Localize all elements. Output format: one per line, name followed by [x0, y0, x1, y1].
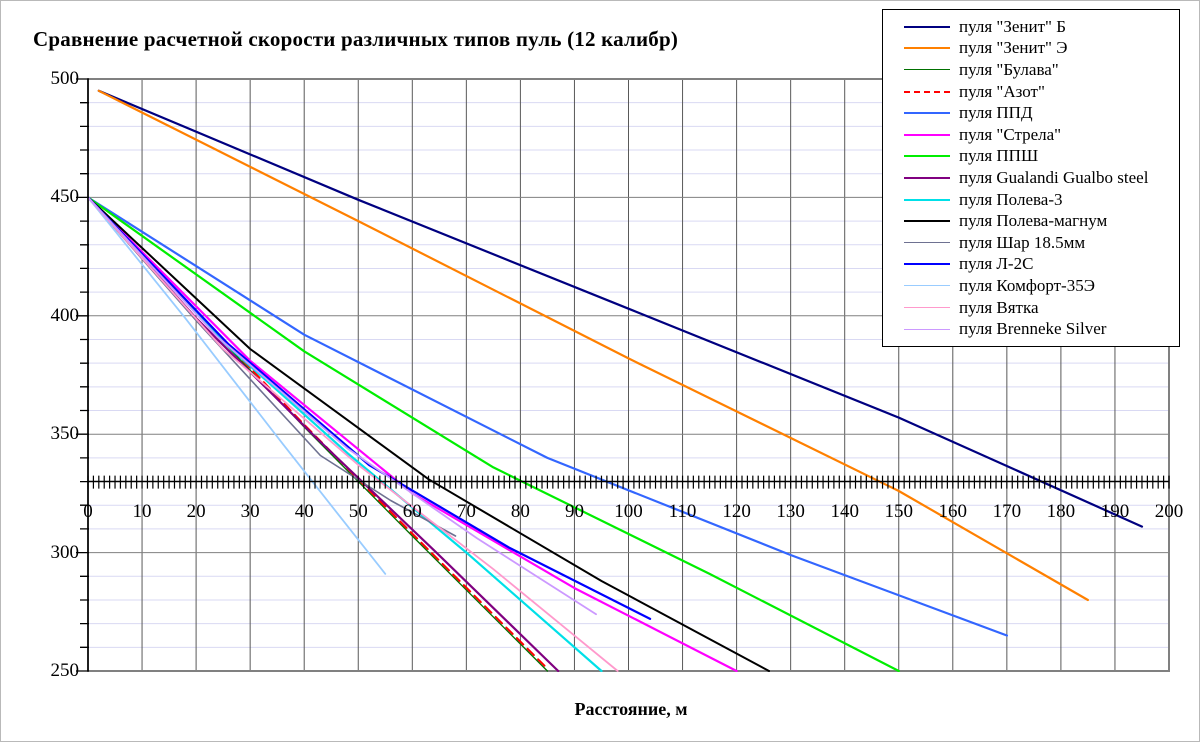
legend-line-swatch [904, 155, 950, 158]
legend-line-swatch [904, 328, 950, 330]
legend-label: пуля Шар 18.5мм [959, 232, 1086, 252]
series-line [87, 196, 597, 616]
series-line [87, 196, 619, 672]
x-tick-label: 200 [1154, 500, 1184, 522]
legend-label: пуля "Булава" [959, 59, 1059, 79]
y-tick-label: 250 [50, 660, 80, 681]
legend-label: пуля Полева-магнум [959, 211, 1108, 231]
legend-item: пуля Шар 18.5мм [883, 232, 1175, 253]
y-tick-label: 500 [50, 68, 80, 89]
legend-line-swatch [904, 307, 950, 309]
legend-label: пуля Комфорт-35Э [959, 275, 1095, 295]
x-tick-label: 100 [614, 500, 643, 522]
x-tick-label: 20 [186, 500, 206, 522]
legend-item: пуля Л-2С [883, 254, 1175, 275]
legend-label: пуля Л-2С [959, 254, 1034, 274]
y-axis-ticks [76, 78, 89, 672]
legend-item: пуля Gualandi Gualbo steel [883, 167, 1175, 188]
legend-label: пуля ППД [959, 103, 1033, 123]
series-line [97, 89, 1144, 528]
legend-item: пуля "Азот" [883, 81, 1175, 102]
y-tick-label: 400 [50, 304, 80, 326]
legend-item: пуля "Зенит" Б [883, 16, 1175, 37]
legend-item: пуля "Стрела" [883, 124, 1175, 145]
legend-line-swatch [904, 25, 950, 28]
chart-title: Сравнение расчетной скорости различных т… [33, 27, 679, 51]
x-axis-title: Расстояние, м [574, 699, 688, 719]
series-line [86, 196, 1008, 637]
legend-line-swatch [904, 69, 950, 71]
legend-item: пуля Вятка [883, 297, 1175, 318]
legend-item: пуля Полева-3 [883, 189, 1175, 210]
legend-item: пуля Комфорт-35Э [883, 275, 1175, 296]
series-line [86, 196, 900, 672]
x-tick-label: 150 [884, 500, 914, 522]
legend-line-swatch [904, 112, 950, 115]
legend-line-swatch [904, 90, 950, 93]
legend-line-swatch [904, 133, 950, 136]
x-tick-label: 190 [1100, 500, 1130, 522]
y-tick-label: 300 [50, 541, 80, 563]
legend-item: пуля ППШ [883, 146, 1175, 167]
x-tick-label: 30 [240, 500, 260, 522]
legend-label: пуля Gualandi Gualbo steel [959, 167, 1149, 187]
legend-label: пуля Brenneke Silver [959, 319, 1107, 339]
x-tick-label: 170 [992, 500, 1022, 522]
x-tick-label: 0 [83, 500, 93, 522]
x-tick-label: 120 [722, 500, 751, 522]
x-tick-label: 180 [1046, 500, 1076, 522]
series-line [86, 196, 652, 620]
legend-line-swatch [904, 176, 950, 179]
legend-label: пуля Полева-3 [959, 189, 1063, 209]
series-line [87, 196, 387, 575]
x-tick-label: 130 [776, 500, 805, 522]
legend-line-swatch [904, 285, 950, 287]
x-tick-label: 60 [402, 500, 422, 522]
legend-item: пуля Полева-магнум [883, 211, 1175, 232]
x-tick-label: 110 [668, 500, 697, 522]
x-tick-label: 70 [456, 500, 476, 522]
legend-label: пуля "Азот" [959, 81, 1045, 101]
legend-line-swatch [904, 263, 950, 266]
legend-label: пуля "Стрела" [959, 124, 1062, 144]
legend-label: пуля "Зенит" Э [959, 38, 1068, 58]
x-tick-label: 80 [510, 500, 530, 522]
legend-line-swatch [904, 242, 950, 244]
series-line [97, 89, 1089, 602]
x-tick-label: 140 [830, 500, 859, 522]
x-tick-label: 90 [564, 500, 584, 522]
x-tick-label: 50 [348, 500, 368, 522]
legend-item: пуля Brenneke Silver [883, 319, 1175, 340]
legend-item: пуля ППД [883, 103, 1175, 124]
x-tick-label: 160 [938, 500, 968, 522]
legend-item: пуля "Булава" [883, 59, 1175, 80]
legend-line-swatch [904, 220, 950, 223]
y-tick-label: 450 [50, 186, 80, 208]
y-tick-label: 350 [50, 423, 80, 445]
x-tick-label: 10 [132, 500, 152, 522]
legend-label: пуля Вятка [959, 297, 1039, 317]
legend-item: пуля "Зенит" Э [883, 38, 1175, 59]
legend-label: пуля "Зенит" Б [959, 16, 1066, 36]
x-axis-minor-ticks [87, 475, 1170, 489]
legend-label: пуля ППШ [959, 146, 1039, 166]
legend-line-swatch [904, 198, 950, 201]
x-tick-label: 40 [294, 500, 314, 522]
legend-line-swatch [904, 47, 950, 50]
